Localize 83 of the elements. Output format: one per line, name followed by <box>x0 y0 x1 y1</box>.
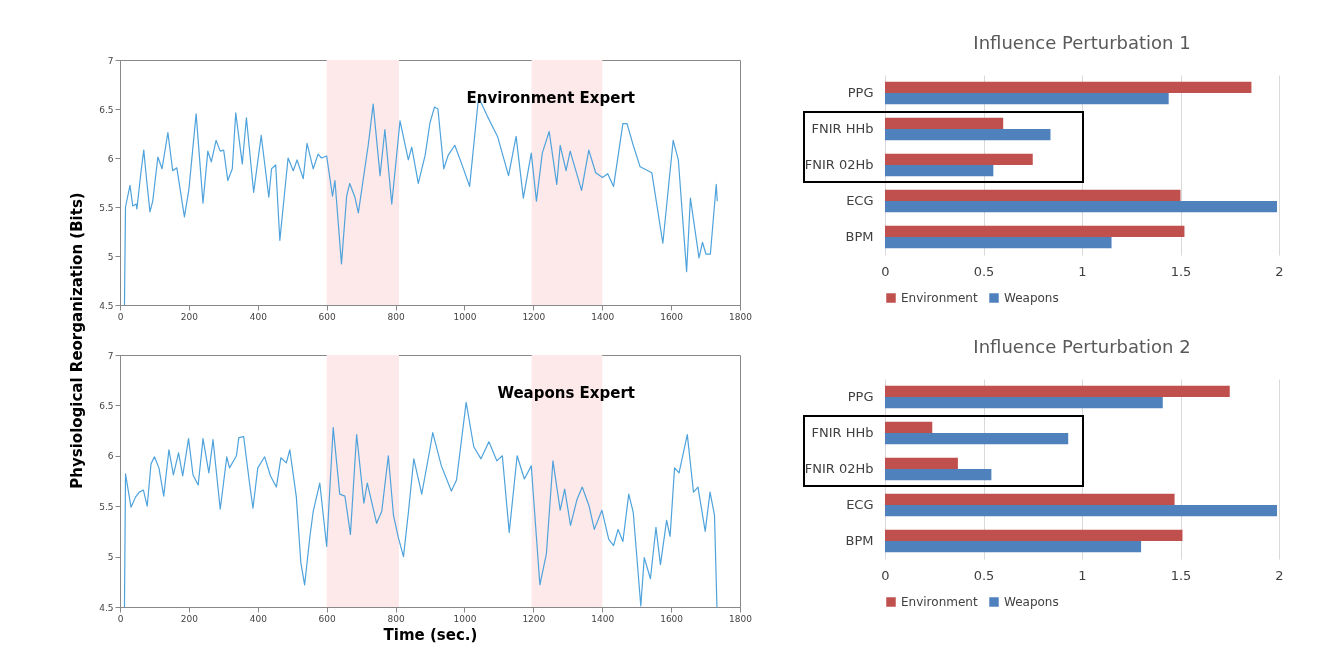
x-tick-label: 600 <box>318 613 337 624</box>
y-tick-label: PPG <box>847 389 874 404</box>
y-tick-label: FNIR HHb <box>811 121 874 136</box>
x-tick-label: 0 <box>881 263 890 279</box>
x-axis-title: Time (sec.) <box>383 625 478 644</box>
bar <box>885 433 1069 445</box>
bar <box>885 421 933 433</box>
y-tick-label: 6 <box>107 153 114 164</box>
bar <box>885 129 1051 141</box>
legend-label: Weapons <box>1004 595 1059 609</box>
x-tick-label: 0 <box>117 613 124 624</box>
x-tick-label: 1200 <box>522 311 546 322</box>
y-tick-label: 7 <box>107 55 114 66</box>
bar <box>885 469 992 481</box>
x-tick-label: 1.5 <box>1170 263 1192 279</box>
bar <box>885 189 1181 201</box>
y-tick-label: PPG <box>847 85 874 100</box>
bar <box>885 397 1163 409</box>
x-tick-label: 400 <box>249 311 268 322</box>
annotation: Environment Expert <box>466 89 635 107</box>
bar <box>885 505 1278 517</box>
legend-label: Environment <box>901 291 978 305</box>
y-tick-label: 5 <box>107 552 114 563</box>
bar <box>885 237 1112 249</box>
y-axis-title: Physiological Reorganization (Bits) <box>68 192 87 489</box>
x-tick-label: 0.5 <box>973 263 995 279</box>
y-tick-label: BPM <box>845 229 874 244</box>
x-tick-label: 0 <box>117 311 124 322</box>
x-tick-label: 1600 <box>660 613 684 624</box>
bar <box>885 153 1033 165</box>
x-tick-label: 1800 <box>729 311 753 322</box>
y-tick-label: 5.5 <box>99 202 114 213</box>
bar <box>885 385 1230 397</box>
x-tick-label: 1000 <box>453 613 477 624</box>
x-tick-label: 400 <box>249 613 268 624</box>
x-tick-label: 1600 <box>660 311 684 322</box>
bar <box>885 117 1004 129</box>
bar <box>885 201 1278 213</box>
y-tick-label: BPM <box>845 533 874 548</box>
bar <box>885 225 1185 237</box>
x-tick-label: 0.5 <box>973 567 995 583</box>
y-tick-label: FNIR HHb <box>811 425 874 440</box>
x-tick-label: 1 <box>1078 263 1087 279</box>
x-tick-label: 200 <box>180 311 199 322</box>
x-tick-label: 600 <box>318 311 337 322</box>
legend-label: Weapons <box>1004 291 1059 305</box>
bar <box>885 81 1252 93</box>
chart-title: Influence Perturbation 2 <box>973 336 1191 357</box>
bar <box>885 93 1169 105</box>
y-tick-label: 5.5 <box>99 501 114 512</box>
chart-title: Influence Perturbation 1 <box>973 32 1191 53</box>
annotation: Weapons Expert <box>497 384 635 402</box>
bar <box>885 529 1183 541</box>
y-tick-label: 6 <box>107 451 114 462</box>
y-tick-label: ECG <box>846 193 874 208</box>
x-tick-label: 1 <box>1078 567 1087 583</box>
bar <box>885 165 994 177</box>
y-tick-label: 5 <box>107 251 114 262</box>
x-tick-label: 2 <box>1275 567 1284 583</box>
x-tick-label: 200 <box>180 613 199 624</box>
x-tick-label: 1.5 <box>1170 567 1192 583</box>
y-tick-label: FNIR 02Hb <box>804 157 874 172</box>
line-series <box>123 401 718 608</box>
bar <box>885 457 958 469</box>
x-tick-label: 1800 <box>729 613 753 624</box>
y-tick-label: FNIR 02Hb <box>804 461 874 476</box>
x-tick-label: 2 <box>1275 263 1284 279</box>
legend-label: Environment <box>901 595 978 609</box>
x-tick-label: 800 <box>387 311 405 322</box>
x-tick-label: 0 <box>881 567 890 583</box>
x-tick-label: 800 <box>387 613 405 624</box>
y-tick-label: 6.5 <box>99 104 114 115</box>
bar <box>885 541 1142 553</box>
bar <box>885 493 1175 505</box>
y-tick-label: 4.5 <box>99 602 114 613</box>
y-tick-label: 4.5 <box>99 300 114 311</box>
x-tick-label: 1400 <box>591 613 615 624</box>
x-tick-label: 1200 <box>522 613 546 624</box>
x-tick-label: 1000 <box>453 311 477 322</box>
y-tick-label: 6.5 <box>99 400 114 411</box>
x-tick-label: 1400 <box>591 311 615 322</box>
y-tick-label: 7 <box>107 350 114 361</box>
y-tick-label: ECG <box>846 497 874 512</box>
